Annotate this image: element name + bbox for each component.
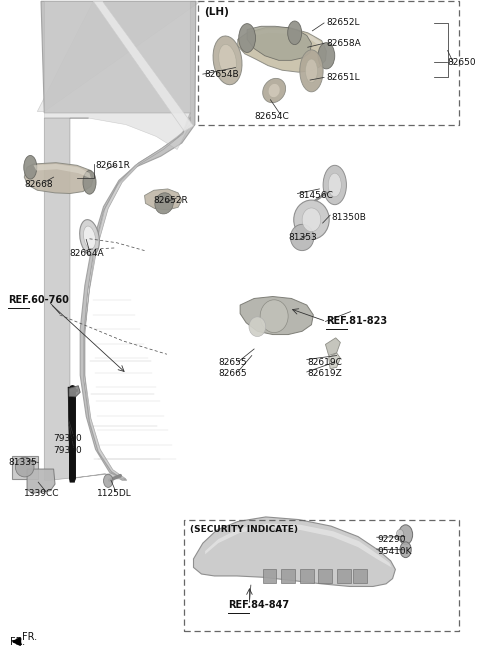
Text: 79390: 79390	[54, 445, 83, 455]
Ellipse shape	[104, 474, 113, 487]
Ellipse shape	[239, 24, 255, 52]
Ellipse shape	[305, 59, 317, 83]
Ellipse shape	[219, 45, 236, 76]
Polygon shape	[69, 386, 80, 397]
Text: 82619C: 82619C	[308, 358, 343, 367]
Polygon shape	[44, 117, 190, 480]
Ellipse shape	[83, 171, 96, 194]
Text: FR.: FR.	[10, 636, 25, 647]
Text: 1339CC: 1339CC	[24, 489, 60, 498]
Polygon shape	[144, 189, 182, 210]
Text: 82652L: 82652L	[326, 18, 360, 28]
Text: 82668: 82668	[24, 180, 53, 190]
Text: REF.60-760: REF.60-760	[8, 295, 69, 306]
Text: 92290: 92290	[378, 535, 406, 544]
Text: 79380: 79380	[54, 434, 83, 443]
Ellipse shape	[400, 542, 411, 558]
Ellipse shape	[84, 226, 96, 249]
Polygon shape	[238, 28, 326, 72]
Ellipse shape	[323, 165, 347, 205]
Text: 81456C: 81456C	[299, 191, 333, 200]
Polygon shape	[41, 1, 196, 480]
Text: 82619Z: 82619Z	[308, 369, 342, 379]
Polygon shape	[34, 164, 91, 178]
Polygon shape	[68, 387, 74, 482]
Ellipse shape	[213, 36, 242, 85]
Text: 82665: 82665	[218, 369, 247, 379]
Text: 82661R: 82661R	[96, 161, 131, 170]
Text: 95410K: 95410K	[378, 546, 412, 556]
Text: 82651L: 82651L	[326, 73, 360, 82]
Ellipse shape	[290, 224, 314, 251]
Ellipse shape	[155, 193, 173, 214]
Ellipse shape	[300, 50, 323, 92]
Ellipse shape	[294, 200, 329, 239]
Polygon shape	[193, 517, 396, 586]
Ellipse shape	[80, 220, 99, 255]
Text: 82654C: 82654C	[254, 112, 289, 121]
Polygon shape	[93, 1, 193, 131]
Polygon shape	[318, 569, 333, 583]
Ellipse shape	[318, 43, 335, 69]
Ellipse shape	[302, 208, 321, 232]
Ellipse shape	[288, 21, 301, 45]
Polygon shape	[37, 1, 201, 112]
Text: FR.: FR.	[23, 632, 37, 642]
Polygon shape	[281, 569, 295, 583]
Polygon shape	[300, 569, 314, 583]
Polygon shape	[24, 163, 93, 194]
Ellipse shape	[260, 300, 288, 333]
Ellipse shape	[269, 84, 280, 97]
Text: 82652R: 82652R	[154, 195, 189, 205]
Text: 81350B: 81350B	[331, 213, 366, 222]
Ellipse shape	[396, 529, 404, 540]
Text: 81335: 81335	[8, 458, 37, 467]
Text: 82655: 82655	[218, 358, 247, 367]
Text: 81353: 81353	[288, 233, 317, 242]
Polygon shape	[12, 456, 38, 479]
Polygon shape	[27, 469, 55, 493]
Polygon shape	[240, 297, 313, 335]
Ellipse shape	[249, 317, 266, 337]
Polygon shape	[353, 569, 367, 583]
Polygon shape	[263, 569, 276, 583]
Ellipse shape	[15, 457, 34, 477]
Text: (SECURITY INDICATE): (SECURITY INDICATE)	[190, 525, 298, 534]
Text: REF.81-823: REF.81-823	[326, 316, 387, 327]
Text: 1125DL: 1125DL	[97, 489, 132, 498]
Text: 82664A: 82664A	[69, 249, 104, 258]
Text: 82650: 82650	[448, 58, 476, 67]
Polygon shape	[325, 338, 340, 356]
Text: 82654B: 82654B	[204, 70, 239, 79]
Polygon shape	[247, 30, 324, 49]
Polygon shape	[44, 1, 190, 150]
Ellipse shape	[328, 173, 341, 197]
Polygon shape	[247, 26, 312, 60]
Polygon shape	[329, 353, 340, 369]
Text: 82658A: 82658A	[326, 39, 361, 48]
Ellipse shape	[263, 78, 286, 103]
Text: REF.84-847: REF.84-847	[228, 600, 289, 610]
Ellipse shape	[24, 155, 37, 179]
Polygon shape	[205, 523, 392, 567]
Ellipse shape	[399, 525, 413, 544]
Polygon shape	[337, 569, 351, 583]
Text: (LH): (LH)	[204, 7, 228, 16]
